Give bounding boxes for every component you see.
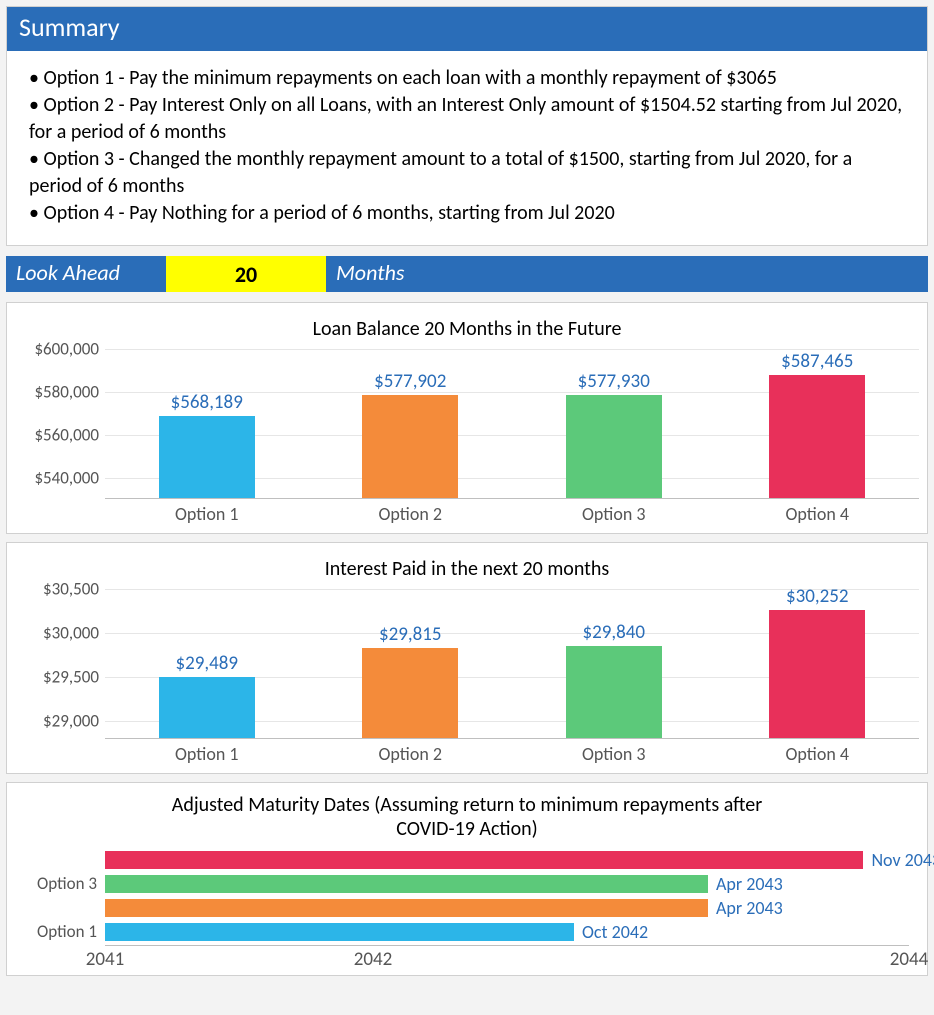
x-category-label: Option 4 [716,739,920,769]
y-tick-label: $560,000 [34,424,99,445]
y-axis: $29,000$29,500$30,000$30,500 [15,589,105,739]
summary-bullet: • Option 4 - Pay Nothing for a period of… [29,200,905,227]
bar [566,646,662,738]
x-tick-label: 2044 [890,948,929,971]
y-tick-label: $600,000 [34,339,99,360]
bar-group: $577,902 [350,370,470,498]
x-axis: Option 1Option 2Option 3Option 4 [105,499,919,529]
bar-value-label: $568,189 [171,391,243,414]
chart-title: Loan Balance 20 Months in the Future [15,317,919,341]
y-tick-label: $29,500 [43,667,99,688]
plot-region: Nov 2043Option 3Apr 2043Apr 2043Option 1… [105,849,909,943]
summary-bullet: • Option 2 - Pay Interest Only on all Lo… [29,92,905,146]
hbar-value-label: Apr 2043 [716,897,783,919]
y-axis: $540,000$560,000$580,000$600,000 [15,349,105,499]
x-category-label: Option 1 [105,739,309,769]
x-axis: Option 1Option 2Option 3Option 4 [105,739,919,769]
bar [159,416,255,498]
x-category-label: Option 2 [309,499,513,529]
interest-paid-chart: Interest Paid in the next 20 months $29,… [6,542,928,774]
summary-body: • Option 1 - Pay the minimum repayments … [7,51,927,245]
bar [362,648,458,738]
loan-balance-chart: Loan Balance 20 Months in the Future $54… [6,302,928,534]
chart-plot-area: $29,000$29,500$30,000$30,500 $29,489$29,… [15,589,919,739]
look-ahead-row: Look Ahead 20 Months [6,256,928,292]
maturity-dates-chart: Adjusted Maturity Dates (Assuming return… [6,782,928,976]
y-tick-label: $29,000 [43,711,99,732]
chart-title: Interest Paid in the next 20 months [15,557,919,581]
x-category-label: Option 4 [716,499,920,529]
hbar [105,899,708,917]
hbar [105,875,708,893]
bar-value-label: $577,902 [374,370,446,393]
x-category-label: Option 1 [105,499,309,529]
summary-header: Summary [7,7,927,51]
x-tick-label: 2041 [86,948,125,971]
y-tick-label: $580,000 [34,381,99,402]
bar-group: $30,252 [757,585,877,738]
chart-title-line2: COVID-19 Action) [396,817,537,841]
bar-value-label: $577,930 [578,370,650,393]
look-ahead-value[interactable]: 20 [166,256,326,292]
bar-value-label: $30,252 [786,585,849,608]
x-tick-label: 2042 [354,948,393,971]
bar-value-label: $29,815 [379,623,442,646]
hbar-row: Nov 2043 [105,849,909,871]
plot-region: $568,189 $577,902 $577,930 $587,465 [105,349,919,499]
bar [769,610,865,738]
summary-panel: Summary • Option 1 - Pay the minimum rep… [6,6,928,246]
y-tick-label: $30,500 [43,579,99,600]
hbar-row: Apr 2043 [105,897,909,919]
hbar-row: Option 3Apr 2043 [105,873,909,895]
x-category-label: Option 3 [512,739,716,769]
summary-bullet: • Option 3 - Changed the monthly repayme… [29,146,905,200]
bar-group: $587,465 [757,350,877,498]
bar-group: $568,189 [147,391,267,498]
bar-value-label: $29,840 [582,621,645,644]
plot-region: $29,489$29,815$29,840$30,252 [105,589,919,739]
look-ahead-unit: Months [326,256,414,292]
hbar [105,851,863,869]
chart-title-line1: Adjusted Maturity Dates (Assuming return… [172,793,762,817]
hbar-value-label: Apr 2043 [716,873,783,895]
bar [159,677,255,738]
hbar [105,923,574,941]
x-category-label: Option 3 [512,499,716,529]
x-category-label: Option 2 [309,739,513,769]
x-axis: 204120422044 [105,945,909,971]
bar-value-label: $29,489 [175,652,238,675]
bar [362,395,458,498]
bar [566,395,662,498]
bar-group: $29,815 [350,623,470,738]
chart-plot-area: $540,000$560,000$580,000$600,000 $568,18… [15,349,919,499]
bar [769,375,865,498]
y-category-label: Option 1 [15,921,97,942]
look-ahead-label: Look Ahead [6,256,166,292]
bar-value-label: $587,465 [781,350,853,373]
bar-group: $577,930 [554,370,674,498]
summary-bullet: • Option 1 - Pay the minimum repayments … [29,65,905,92]
hbar-value-label: Nov 2043 [871,849,934,871]
y-category-label: Option 3 [15,873,97,894]
y-tick-label: $30,000 [43,623,99,644]
bar-group: $29,840 [554,621,674,738]
hbar-row: Option 1Oct 2042 [105,921,909,943]
hbar-value-label: Oct 2042 [582,921,648,943]
y-tick-label: $540,000 [34,467,99,488]
chart-title: Adjusted Maturity Dates (Assuming return… [15,793,919,841]
bar-group: $29,489 [147,652,267,738]
